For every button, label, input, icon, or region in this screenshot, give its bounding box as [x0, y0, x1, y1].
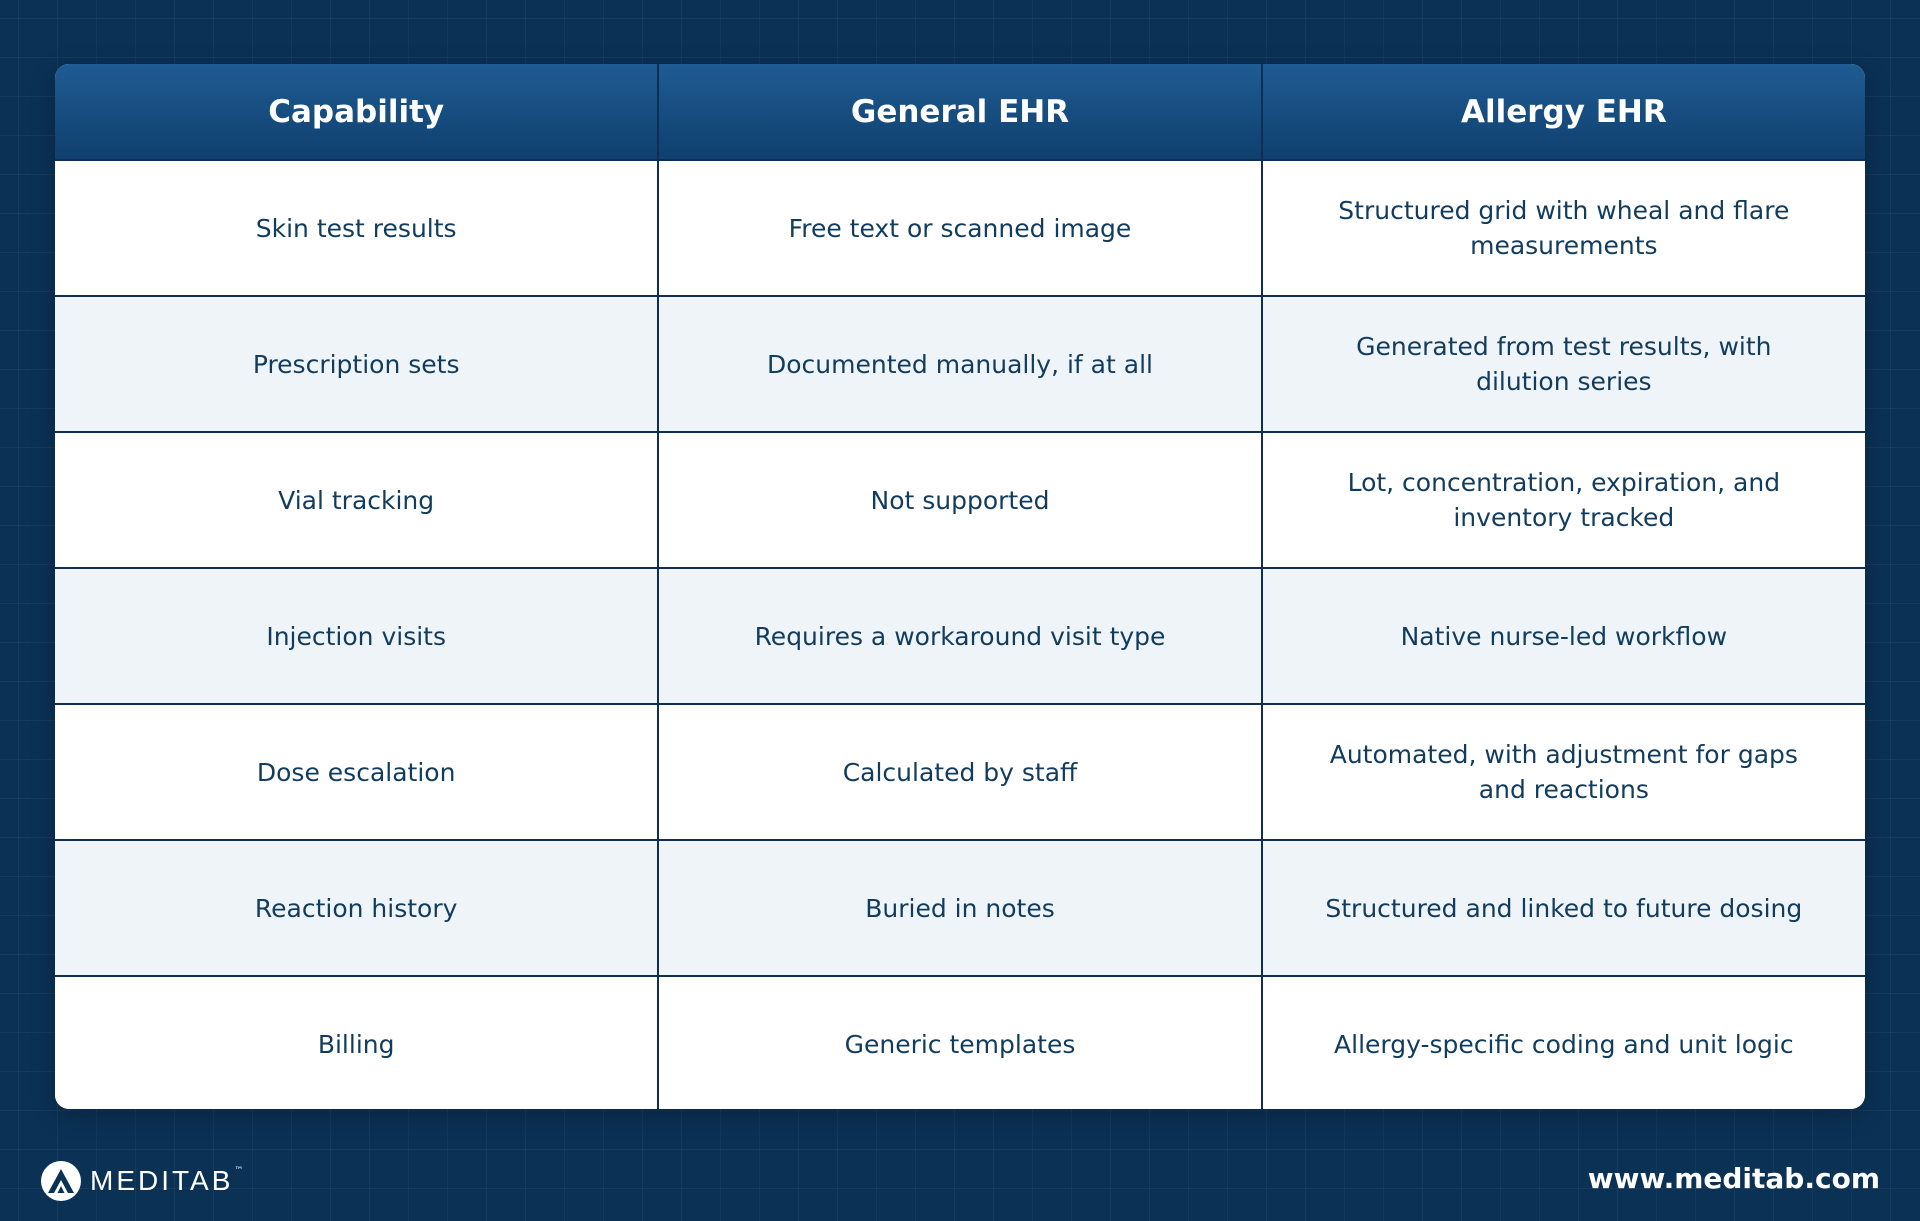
header-capability: Capability — [268, 93, 445, 130]
cell-general-ehr: Documented manually, if at all — [657, 295, 1262, 432]
cell-general-ehr: Buried in notes — [657, 839, 1262, 976]
header-general-ehr: General EHR — [657, 64, 1262, 160]
website-url[interactable]: www.meditab.com — [1587, 1162, 1880, 1195]
cell-capability: Skin test results — [55, 159, 659, 296]
cell-allergy-ehr: Native nurse-led workflow — [1260, 567, 1865, 704]
cell-allergy-ehr: Allergy-specific coding and unit logic — [1260, 975, 1865, 1109]
cell-capability: Reaction history — [55, 839, 659, 976]
comparison-table: Capability General EHR Allergy EHR Skin … — [55, 64, 1865, 1109]
cell-general-ehr: Requires a workaround visit type — [657, 567, 1262, 704]
table-row: Injection visits Requires a workaround v… — [55, 567, 1865, 704]
cell-allergy-ehr: Structured grid with wheal and flare mea… — [1260, 159, 1865, 296]
comparison-table-card: Capability General EHR Allergy EHR Skin … — [55, 64, 1865, 1109]
cell-allergy-ehr: Structured and linked to future dosing — [1260, 839, 1865, 976]
table-row: Skin test results Free text or scanned i… — [55, 159, 1865, 296]
table-row: Prescription sets Documented manually, i… — [55, 295, 1865, 432]
cell-capability: Dose escalation — [55, 703, 659, 840]
cell-general-ehr: Free text or scanned image — [657, 159, 1262, 296]
cell-general-ehr: Not supported — [657, 431, 1262, 568]
brand-logo: MEDITAB ™ — [40, 1158, 243, 1204]
cell-general-ehr: Generic templates — [657, 975, 1262, 1109]
table-row: Reaction history Buried in notes Structu… — [55, 839, 1865, 976]
cell-capability: Billing — [55, 975, 659, 1109]
brand-trademark: ™ — [234, 1166, 244, 1176]
meditab-logo-icon — [41, 1161, 81, 1201]
table-row: Billing Generic templates Allergy-specif… — [55, 975, 1865, 1109]
cell-capability: Injection visits — [55, 567, 659, 704]
table-header-row: Capability General EHR Allergy EHR — [55, 64, 1865, 160]
cell-capability: Prescription sets — [55, 295, 659, 432]
cell-general-ehr: Calculated by staff — [657, 703, 1262, 840]
header-allergy-ehr: Allergy EHR — [1260, 64, 1865, 160]
cell-capability: Vial tracking — [55, 431, 659, 568]
brand-name: MEDITAB — [90, 1165, 234, 1196]
table-row: Dose escalation Calculated by staff Auto… — [55, 703, 1865, 840]
cell-allergy-ehr: Automated, with adjustment for gaps and … — [1260, 703, 1865, 840]
cell-allergy-ehr: Generated from test results, with diluti… — [1260, 295, 1865, 432]
table-row: Vial tracking Not supported Lot, concent… — [55, 431, 1865, 568]
cell-allergy-ehr: Lot, concentration, expiration, and inve… — [1260, 431, 1865, 568]
